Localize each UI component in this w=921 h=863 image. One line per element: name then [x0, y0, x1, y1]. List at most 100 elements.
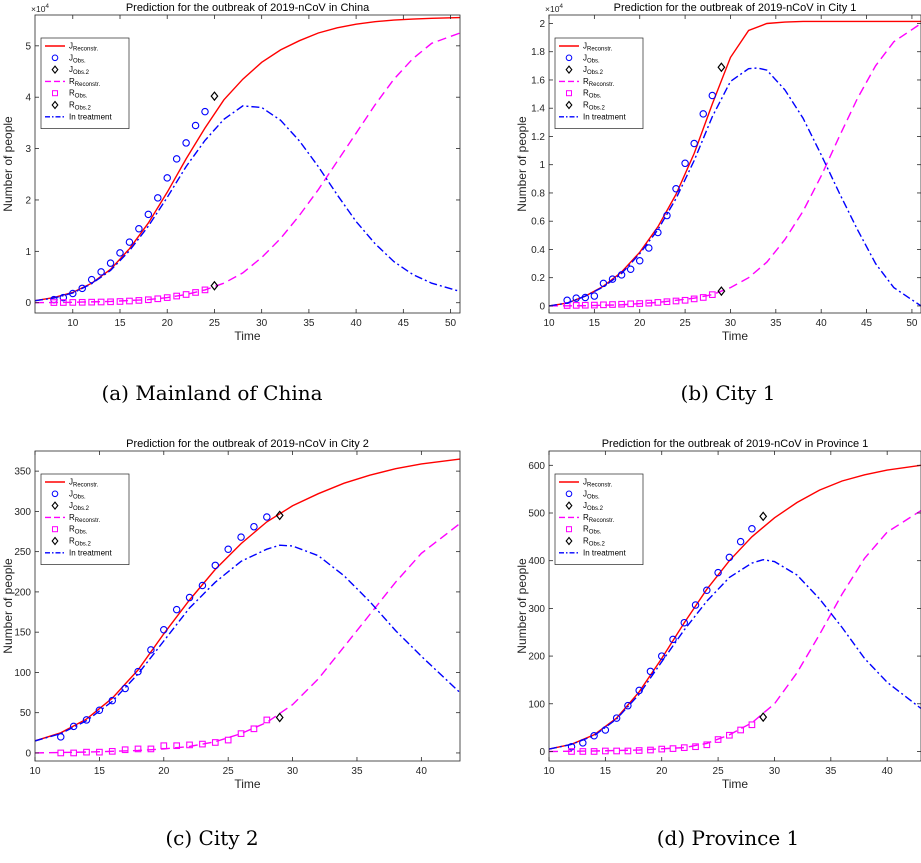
- chart-4-caption: (d) Province 1: [657, 826, 800, 850]
- chart-1-series-5-point-5: [88, 298, 96, 306]
- chart-2-legend-box: [554, 37, 644, 129]
- chart-2-legend-entry-6-label: RObs.2: [583, 101, 605, 112]
- chart-3-legend: JReconstr.JObs.JObs.2RReconstr.RObs.RObs…: [40, 473, 130, 565]
- chart-4-series-5-point-16: [737, 726, 744, 734]
- chart-4-series-5-point-4: [602, 747, 609, 755]
- chart-3-series-5-point-9: [160, 742, 168, 750]
- chart-2-xtick-label-6: 35: [770, 318, 782, 329]
- chart-2-xtick-label-7: 40: [816, 318, 828, 329]
- chart-2-series-5-point-16: [699, 294, 707, 301]
- chart-2-ylabel: Number of people: [515, 116, 529, 212]
- chart-4-legend-entry-5-swatch: [566, 526, 572, 533]
- chart-1-series-5-point-12: [154, 295, 162, 303]
- chart-4-series-2-point-5: [612, 714, 621, 722]
- chart-3-xtick-label-5: 30: [287, 766, 299, 777]
- chart-2-legend-entry-3-label-sub: Obs.2: [587, 70, 604, 76]
- chart-4-series-2-point-14: [714, 568, 722, 577]
- chart-2-xtick-label-5: 30: [725, 318, 737, 329]
- chart-3-plot: [35, 458, 460, 757]
- chart-1-legend-entry-4-label: RReconstr.: [69, 77, 100, 88]
- chart-2-legend-entry-1-label-sub: Reconstr.: [587, 47, 613, 53]
- chart-1-series-2-point-13: [163, 174, 171, 182]
- chart-2-legend-entry-5-label-sub: Obs.: [589, 94, 602, 100]
- chart-4-series-2-point-9: [657, 652, 666, 660]
- chart-3-series-5-point-11: [186, 741, 193, 749]
- chart-1-xtick-label-9: 50: [445, 318, 457, 329]
- chart-4-xlabel: Time: [722, 777, 749, 791]
- chart-3-legend-entry-5-label-sub: Obs.: [75, 530, 88, 536]
- chart-2-series-2-point-2: [572, 294, 580, 302]
- chart-1-series-5-point-6: [97, 298, 105, 306]
- chart-3-legend-entry-7-label: In treatment: [69, 548, 112, 557]
- chart-4-series-2-point-10: [669, 635, 677, 644]
- chart-3-title: Prediction for the outbreak of 2019-nCoV…: [126, 438, 369, 450]
- chart-2-series-5-point-5: [600, 301, 607, 309]
- chart-4-series-2-point-1: [567, 742, 576, 751]
- chart-1-xtick-label-3: 20: [162, 318, 174, 329]
- chart-3-series-5-point-4: [96, 748, 103, 756]
- chart-3-series-2-point-2: [69, 722, 78, 731]
- chart-1-legend-entry-6-label: RObs.2: [69, 101, 91, 112]
- chart-3-legend-entry-5-swatch: [52, 526, 58, 533]
- chart-1-series-2-point-10: [135, 224, 143, 233]
- chart-3-legend-entry-4-label: RReconstr.: [69, 513, 100, 524]
- chart-1-legend-entry-3-label: JObs.2: [69, 65, 90, 76]
- chart-4-series-2-point-15: [725, 553, 734, 562]
- chart-2: 10 15 20 25 30 35 40 45 50 0 0.2 0.4 0.6 0.8 1 1.2 1.4 1.…: [515, 2, 921, 343]
- chart-1-xtick-label-1: 10: [67, 318, 79, 329]
- chart-3-xlabel: Time: [234, 777, 261, 791]
- chart-3-ytick-label-3: 100: [14, 668, 31, 679]
- chart-4-series-5-point-15: [726, 731, 733, 739]
- chart-4-ytick-label-4: 300: [528, 604, 545, 615]
- chart-1-series-2-point-16: [191, 121, 200, 130]
- chart-3-series-4-line: [35, 522, 460, 754]
- chart-4-series-5-point-3: [590, 748, 598, 755]
- chart-2-ytick-label-4: 0.6: [531, 217, 545, 228]
- chart-4-ylabel: Number of people: [515, 558, 529, 654]
- chart-2-xlabel: Time: [722, 329, 749, 343]
- chart-4-ytick-label-7: 600: [528, 461, 545, 472]
- chart-3-series-2-point-14: [224, 545, 232, 553]
- chart-3-ytick-label-6: 250: [14, 547, 31, 558]
- chart-4-series-2-point-11: [680, 618, 689, 627]
- chart-2-series-5-point-12: [663, 298, 671, 306]
- chart-1-series-5-point-9: [126, 297, 133, 305]
- chart-2-xtick-label-1: 10: [543, 318, 555, 329]
- chart-1-plot: [35, 16, 460, 306]
- chart-3-series-5-point-2: [70, 749, 77, 757]
- chart-1-series-2-point-17: [201, 107, 209, 116]
- chart-4-series-5-point-2: [579, 748, 587, 755]
- chart-3-series-5-point-12: [199, 740, 206, 748]
- chart-4-series-2-point-3: [590, 731, 598, 740]
- chart-1-series-5-point-11: [144, 296, 152, 304]
- chart-1-series-2-point-6: [97, 268, 105, 276]
- chart-2-series-5-point-2: [572, 302, 580, 309]
- chart-3-series-5-point-7: [134, 745, 142, 753]
- chart-1-xtick-label-2: 15: [114, 318, 126, 329]
- chart-3-legend-entry-2-swatch: [51, 490, 59, 498]
- chart-4-legend-entry-1-label: JReconstr.: [583, 478, 613, 489]
- chart-1-xtick-label-5: 30: [256, 318, 268, 329]
- chart-2-series-5-point-6: [609, 301, 616, 308]
- chart-2-series-2-point-11: [654, 228, 662, 237]
- chart-2-legend: JReconstr.JObs.JObs.2RReconstr.RObs.RObs…: [554, 37, 644, 129]
- chart-2-legend-entry-6-label-sub: Obs.2: [589, 106, 606, 112]
- chart-4-legend-entry-3-swatch: [565, 501, 573, 510]
- chart-2-legend-entry-1-label: JReconstr.: [583, 42, 613, 53]
- chart-3-series-5-point-13: [211, 739, 219, 746]
- chart-2-ytick-label-7: 1.2: [531, 132, 545, 143]
- chart-2-series-2-point-13: [672, 184, 680, 193]
- chart-2-xtick-label-2: 15: [589, 318, 601, 329]
- chart-3-legend-entry-3-swatch: [51, 501, 59, 510]
- chart-4-series-2-point-6: [624, 701, 632, 710]
- chart-1-legend-entry-5-label: RObs.: [69, 89, 88, 100]
- chart-4-xtick-label-7: 40: [882, 766, 894, 777]
- chart-1-series-2-point-11: [144, 210, 153, 219]
- chart-2-xtick-label-8: 45: [861, 318, 873, 329]
- chart-2-series-6-point-1: [717, 286, 726, 297]
- chart-2-ytick-label-2: 0.2: [531, 273, 545, 284]
- chart-4-legend-entry-5-label-sub: Obs.: [589, 530, 602, 536]
- chart-2-series-2-point-5: [599, 279, 608, 288]
- chart-2-series-2-point-7: [617, 271, 626, 279]
- chart-1-series-2-point-4: [78, 284, 86, 293]
